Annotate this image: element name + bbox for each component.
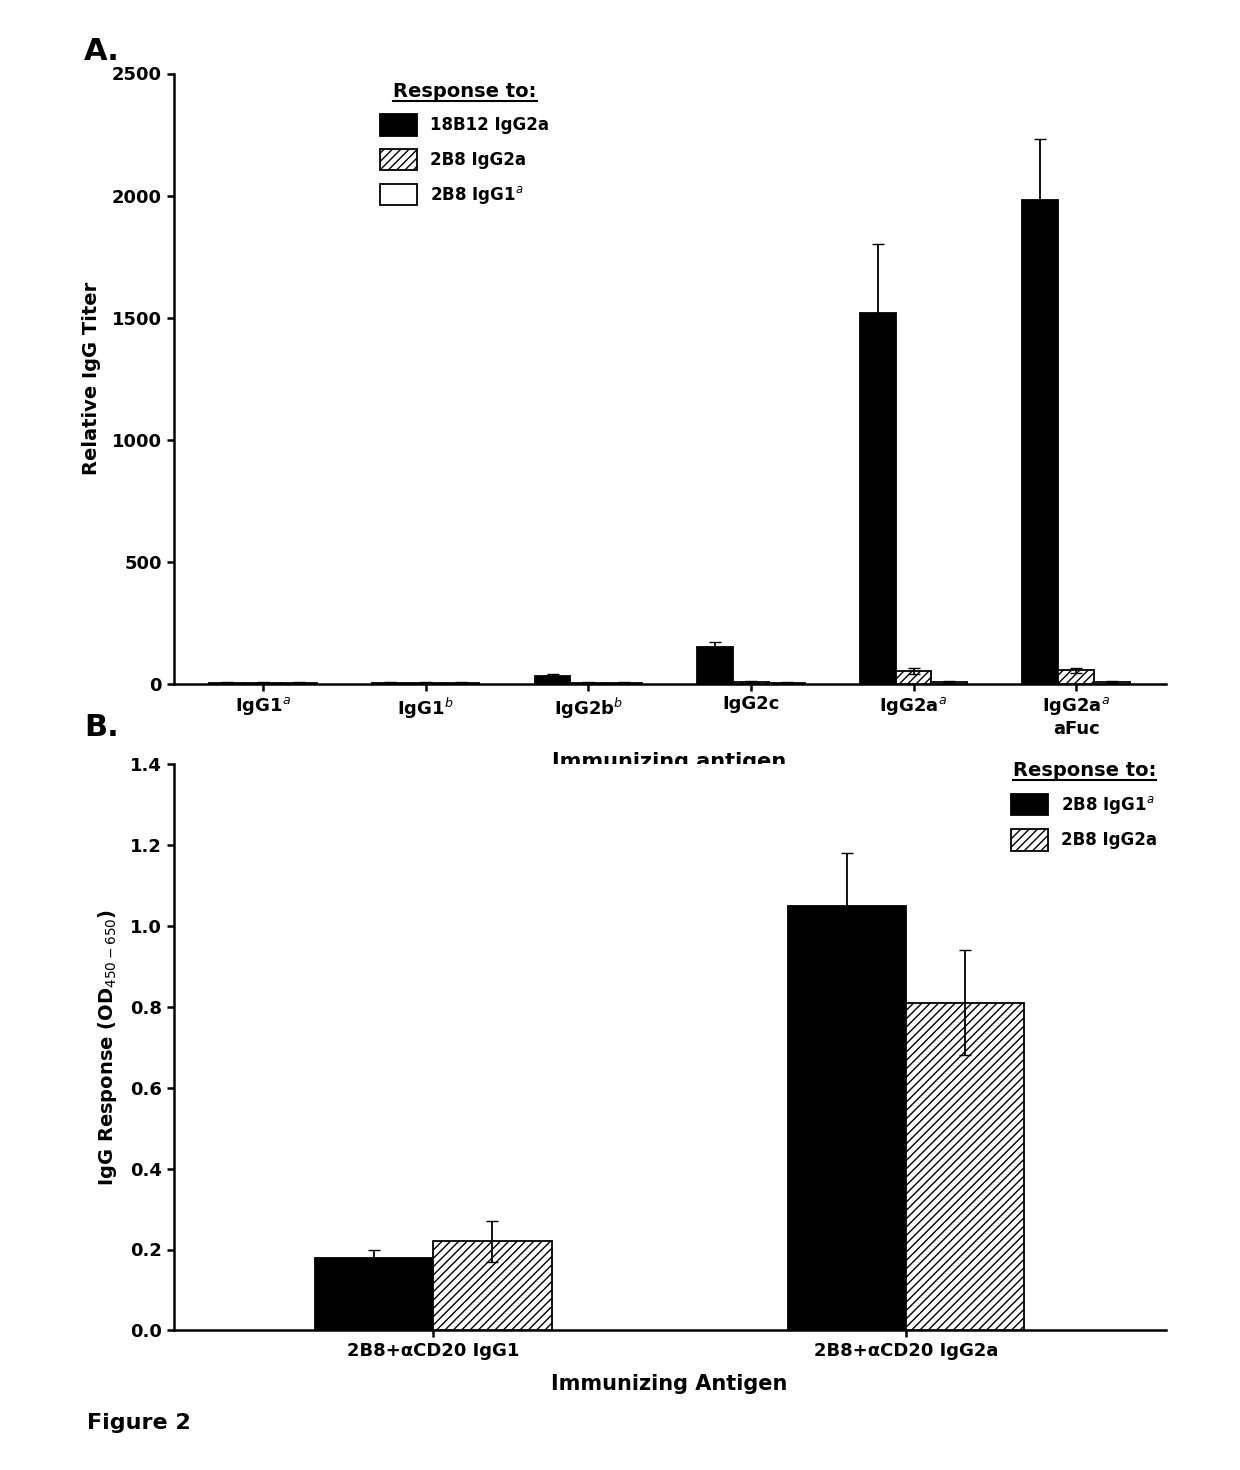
Bar [534,676,570,684]
Y-axis label: Relative IgG Titer: Relative IgG Titer [82,282,100,475]
Bar [905,1003,1024,1330]
X-axis label: Immunizing antigen: Immunizing antigen [553,753,786,772]
Bar [1094,682,1130,684]
Bar [787,906,905,1330]
Bar [697,647,733,684]
Bar [733,682,769,684]
Bar [1058,670,1094,684]
Text: A.: A. [84,37,120,66]
Bar [315,1257,434,1330]
Bar [895,672,931,684]
Text: B.: B. [84,713,119,742]
Text: Figure 2: Figure 2 [87,1413,191,1433]
X-axis label: Immunizing Antigen: Immunizing Antigen [552,1374,787,1394]
Legend: 18B12 IgG2a, 2B8 IgG2a, 2B8 IgG1$^a$: 18B12 IgG2a, 2B8 IgG2a, 2B8 IgG1$^a$ [381,82,549,206]
Bar [434,1241,552,1330]
Bar [931,682,967,684]
Bar [859,313,895,684]
Y-axis label: IgG Response (OD$_{450-650}$): IgG Response (OD$_{450-650}$) [95,908,119,1186]
Legend: 2B8 IgG1$^a$, 2B8 IgG2a: 2B8 IgG1$^a$, 2B8 IgG2a [1012,761,1157,851]
Bar [1023,200,1058,684]
